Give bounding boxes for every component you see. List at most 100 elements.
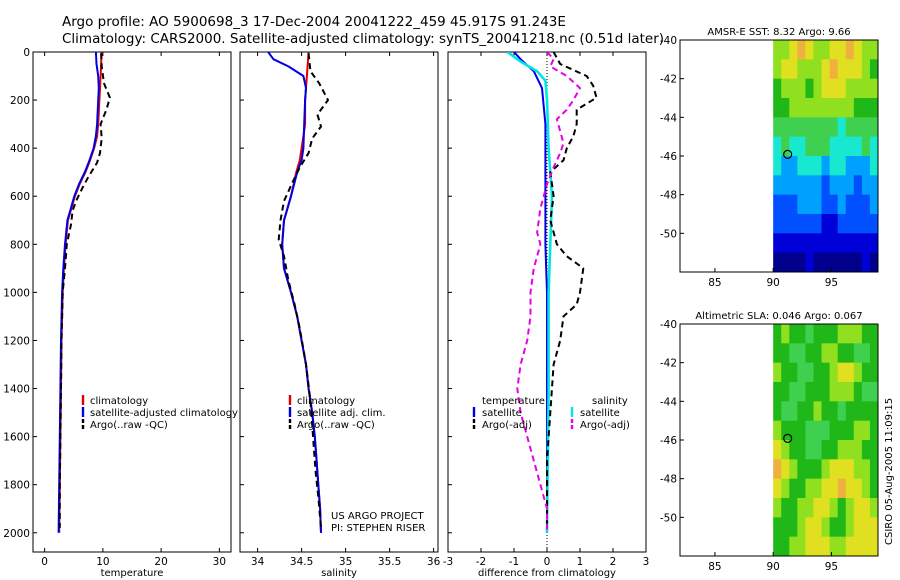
temp-series-argo-raw-qc- [58, 53, 111, 528]
sst-cell [829, 233, 839, 254]
sst-xtick-label: 90 [766, 277, 779, 289]
sla-cell [837, 498, 847, 518]
sla-cell [797, 440, 806, 460]
sst-cell [781, 194, 790, 215]
sla-cell [869, 382, 879, 402]
sla-cell [789, 459, 798, 480]
diff-xtick-label: -3 [443, 556, 453, 568]
sla-cell [773, 459, 782, 480]
sla-cell [789, 420, 798, 441]
sst-cell [773, 78, 782, 99]
sla-cell [781, 440, 790, 460]
sla-cell [837, 536, 847, 557]
sst-cell [797, 233, 806, 254]
sla-cell [845, 478, 855, 499]
sla-cell [837, 401, 847, 422]
sla-cell [797, 362, 806, 383]
sst-cell [805, 98, 814, 118]
sst-cell [781, 59, 790, 80]
sla-cell [805, 478, 814, 499]
sla-cell [781, 459, 790, 480]
sst-cell [813, 156, 823, 176]
sst-cell [853, 117, 863, 138]
sal-legend-label: satellite adj. clim. [297, 408, 386, 419]
sla-cell [845, 536, 855, 557]
sst-cell [789, 233, 798, 254]
sst-cell [821, 252, 831, 273]
sst-cell [829, 78, 839, 99]
sla-cell [797, 324, 806, 344]
sla-cell [805, 343, 814, 364]
sla-cell [837, 440, 847, 460]
sla-cell [829, 401, 839, 422]
diff-series-salinity-satellite [506, 52, 554, 533]
sla-cell [821, 420, 831, 441]
temp-legend-label: Argo(..raw -QC) [90, 420, 168, 431]
sla-cell [781, 382, 790, 402]
sla-cell [789, 498, 798, 518]
sst-cell [861, 156, 871, 176]
sla-cell [853, 362, 863, 383]
sla-cell [789, 401, 798, 422]
sst-argo-marker [783, 149, 793, 159]
sst-cell [837, 59, 847, 80]
sla-cell [789, 343, 798, 364]
sla-cell [773, 401, 782, 422]
sla-cell [821, 343, 831, 364]
sla-cell [853, 440, 863, 460]
sst-cell [829, 214, 839, 234]
sla-cell [829, 362, 839, 383]
sla-cell [869, 478, 879, 499]
sst-cell [805, 78, 814, 99]
temp-ytick-label: 2000 [3, 528, 30, 540]
sla-cell [869, 440, 879, 460]
sla-cell [869, 459, 879, 480]
diff-series-temperature-argo-adj- [546, 52, 598, 528]
sst-cell [797, 194, 806, 215]
sla-cell [837, 420, 847, 441]
sla-cell [797, 498, 806, 518]
sst-cell [861, 98, 871, 118]
sla-cell [861, 478, 871, 499]
credit-text: CSIRO 05-Aug-2005 11:09:15 [884, 398, 895, 545]
sla-cell [861, 517, 871, 538]
sst-cell [837, 252, 847, 273]
sst-cell [861, 136, 871, 157]
sst-cell [789, 78, 798, 99]
diff-series-salinity-argo-adj- [516, 52, 581, 531]
sla-cell [837, 382, 847, 402]
sla-cell [853, 324, 863, 344]
sst-cell [853, 156, 863, 176]
sst-cell [837, 233, 847, 254]
sst-ytick-label: -46 [660, 151, 677, 163]
sst-cell [869, 117, 879, 138]
sla-cell [845, 382, 855, 402]
sla-cell [781, 324, 790, 344]
sla-cell [813, 324, 823, 344]
sla-cell [773, 343, 782, 364]
sst-cell [837, 40, 847, 60]
sst-cell [773, 214, 782, 234]
sla-cell [869, 343, 879, 364]
sal-series-climatology [281, 52, 322, 533]
sla-cell [861, 440, 871, 460]
sla-cell [805, 362, 814, 383]
temp-ytick-label: 800 [10, 239, 30, 251]
temp-ytick-label: 200 [10, 95, 30, 107]
sla-cell [861, 420, 871, 441]
sst-cell [797, 59, 806, 80]
sla-cell [837, 343, 847, 364]
sal-legend-label: Argo(..raw -QC) [297, 420, 375, 431]
sst-cell [821, 233, 831, 254]
sal-xtick-label: 34 [251, 556, 265, 568]
sst-cell [773, 175, 782, 196]
sst-cell [797, 40, 806, 60]
sst-cell [821, 40, 831, 60]
sla-cell [789, 324, 798, 344]
temp-series-climatology [58, 52, 103, 533]
sla-cell [821, 440, 831, 460]
sst-cell [821, 214, 831, 234]
sst-cell [813, 194, 823, 215]
sla-cell [861, 536, 871, 557]
sla-cell [821, 362, 831, 383]
